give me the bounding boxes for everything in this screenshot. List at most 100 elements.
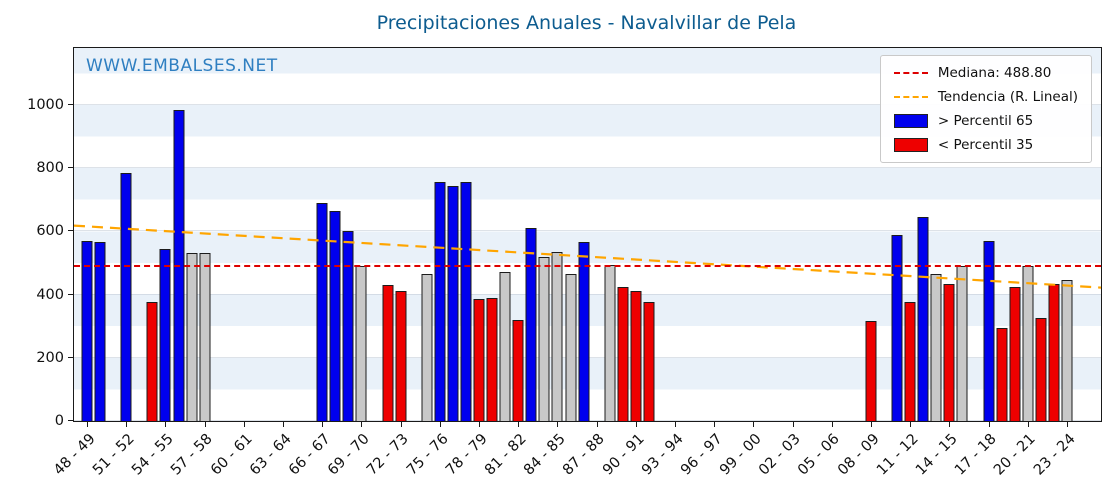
bar: [395, 291, 407, 421]
bar: [421, 274, 433, 421]
y-axis-tick-label: 200: [36, 349, 64, 366]
legend-item-percentil-35: < Percentil 35: [893, 137, 1078, 153]
bar: [617, 286, 629, 421]
watermark: WWW.EMBALSES.NET: [86, 56, 278, 76]
x-axis-tick-mark: [557, 421, 559, 427]
bar: [904, 302, 916, 421]
bar: [891, 234, 903, 421]
x-axis-tick-label: 84 - 85: [521, 431, 569, 479]
bar: [316, 202, 328, 421]
x-axis-tick-label: 99 - 00: [717, 431, 765, 479]
x-axis-tick-mark: [1027, 421, 1029, 427]
plot-area: WWW.EMBALSES.NET Mediana: 488.80 Tendenc…: [27, 47, 1102, 479]
x-axis-tick-mark: [635, 421, 637, 427]
x-axis-tick-mark: [204, 421, 206, 427]
chart-title: Precipitaciones Anuales - Navalvillar de…: [376, 12, 797, 34]
y-axis-tick-label: 800: [36, 160, 64, 177]
percentil-35-color-swatch: [893, 138, 928, 152]
bar: [499, 272, 511, 421]
percentil-65-color-swatch: [893, 114, 928, 128]
x-axis-tick-label: 20 - 21: [991, 431, 1040, 479]
bar: [917, 217, 929, 421]
gridline: [74, 167, 1101, 169]
x-axis-tick-mark: [126, 421, 128, 427]
y-axis-tick-label: 600: [36, 223, 64, 240]
x-axis-tick-label: 78 - 79: [442, 431, 491, 479]
x-axis-tick-label: 69 - 70: [325, 431, 373, 479]
bar: [460, 182, 472, 421]
bar: [643, 302, 655, 421]
bar: [525, 228, 537, 421]
x-axis-tick-label: 96 - 97: [677, 431, 726, 479]
bar: [512, 319, 524, 421]
bar: [94, 242, 106, 421]
bar: [565, 274, 576, 421]
x-axis-tick-label: 57 - 58: [168, 431, 216, 479]
legend-item-median: Mediana: 488.80: [893, 65, 1078, 81]
x-axis-tick-label: 87 - 88: [560, 431, 608, 479]
y-axis-tick-mark: [68, 420, 74, 421]
x-axis-tick-label: 14 - 15: [913, 431, 961, 479]
x-axis-tick-label: 05 - 06: [795, 431, 844, 479]
trend-dashed-line-swatch: [893, 96, 928, 98]
bar: [996, 327, 1008, 421]
bar: [120, 172, 132, 421]
x-axis-tick-mark: [243, 421, 245, 427]
y-axis-tick-label: 0: [54, 413, 64, 429]
bar: [355, 266, 367, 421]
x-axis-tick-label: 23 - 24: [1030, 431, 1079, 479]
bar: [1009, 286, 1021, 421]
y-axis-tick-mark: [68, 103, 74, 105]
x-axis-tick-label: 66 - 67: [285, 431, 334, 479]
x-axis-tick-mark: [714, 421, 716, 427]
bar: [81, 240, 93, 421]
x-axis-tick-mark: [87, 421, 89, 427]
bar: [473, 299, 485, 421]
legend: Mediana: 488.80 Tendencia (R. Lineal) > …: [879, 55, 1092, 163]
bar: [186, 253, 198, 421]
x-axis-tick-label: 54 - 55: [129, 431, 177, 479]
bar: [983, 240, 995, 421]
x-axis-tick-mark: [1067, 421, 1069, 427]
gridline: [74, 230, 1101, 232]
x-axis-tick-label: 90 - 91: [599, 431, 648, 479]
bar: [630, 291, 642, 421]
x-axis-tick-label: 93 - 94: [638, 431, 687, 479]
x-axis-tick-label: 60 - 61: [207, 431, 256, 479]
bar: [486, 297, 498, 421]
x-axis-tick-label: 75 - 76: [403, 431, 452, 479]
y-axis-tick-mark: [68, 356, 74, 358]
legend-item-trend: Tendencia (R. Lineal): [893, 89, 1078, 105]
x-axis-tick-mark: [596, 421, 598, 427]
x-axis-tick-label: 11 - 12: [873, 431, 922, 479]
bar: [329, 210, 341, 421]
x-axis-tick-label: 72 - 73: [364, 431, 412, 479]
bar: [146, 302, 158, 421]
x-axis-tick-mark: [753, 421, 755, 427]
bar: [551, 251, 563, 421]
x-axis-tick-mark: [988, 421, 990, 427]
bar: [930, 274, 942, 421]
bar: [382, 285, 394, 421]
x-axis-tick-mark: [675, 421, 677, 427]
legend-item-percentil-65: > Percentil 65: [893, 113, 1078, 129]
y-axis-tick-label: 1000: [27, 96, 64, 113]
legend-label-percentil-65: > Percentil 65: [937, 113, 1034, 129]
bar: [434, 182, 446, 421]
y-axis-tick-label: 400: [36, 286, 64, 303]
x-axis-tick-mark: [871, 421, 873, 427]
bar: [943, 283, 955, 421]
x-axis-tick-mark: [361, 421, 363, 427]
x-axis-tick-label: 48 - 49: [50, 431, 99, 479]
x-axis-tick-mark: [439, 421, 441, 427]
axes-ticks-layer: 0 200 400 600 800 1000 48 - 49 51 - 52 54 - 55 57…: [27, 48, 1101, 479]
x-axis-tick-mark: [910, 421, 912, 427]
y-axis-tick-mark: [68, 293, 74, 295]
x-axis-tick-label: 51 - 52: [89, 431, 138, 479]
x-axis-tick-mark: [283, 421, 285, 427]
median-line: [74, 264, 1101, 267]
y-axis-tick-mark: [68, 167, 74, 169]
trend-line: [73, 224, 1102, 289]
bar: [342, 231, 354, 421]
